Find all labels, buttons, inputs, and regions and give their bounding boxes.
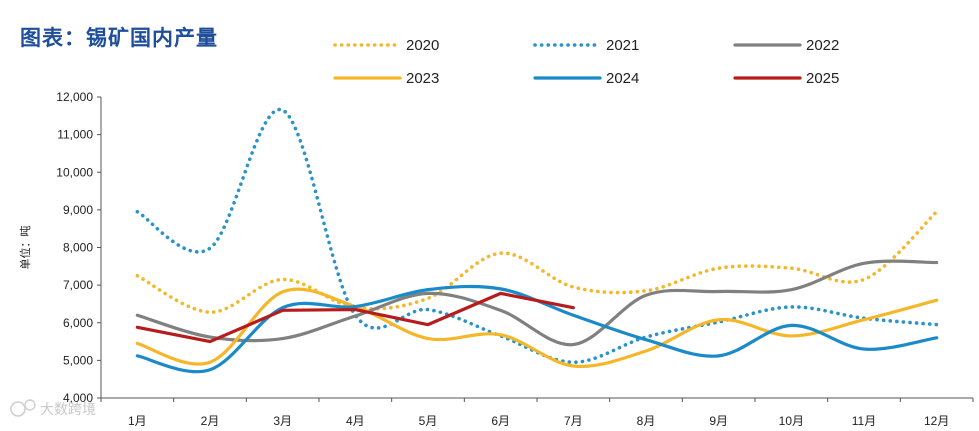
x-tick-label: 11月 xyxy=(852,414,876,428)
x-tick-label: 9月 xyxy=(709,414,728,428)
legend-label-2020: 2020 xyxy=(406,37,439,54)
y-tick-label: 11,000 xyxy=(57,128,93,142)
y-tick-label: 6,000 xyxy=(63,316,93,330)
y-tick-label: 12,000 xyxy=(56,90,93,104)
x-tick-label: 3月 xyxy=(273,414,292,428)
watermark-logo-icon xyxy=(10,401,26,417)
series-line-2022 xyxy=(135,259,939,347)
x-tick-label: 5月 xyxy=(419,414,438,428)
x-tick-label: 8月 xyxy=(637,414,656,428)
legend-label-2021: 2021 xyxy=(606,37,639,54)
legend-label-2022: 2022 xyxy=(806,37,839,54)
legend-label-2025: 2025 xyxy=(806,70,839,87)
chart-title: 图表：锡矿国内产量 xyxy=(20,26,218,50)
y-axis-label: 单位：吨 xyxy=(18,226,32,270)
y-tick-label: 9,000 xyxy=(63,203,93,217)
x-tick-label: 7月 xyxy=(564,414,583,428)
y-tick-label: 10,000 xyxy=(56,165,93,179)
y-tick-label: 4,000 xyxy=(63,391,93,405)
x-tick-label: 4月 xyxy=(346,414,365,428)
watermark-text: 大数跨境 xyxy=(40,402,96,418)
series-line-2020 xyxy=(135,209,939,315)
y-tick-label: 5,000 xyxy=(63,353,93,367)
x-tick-label: 1月 xyxy=(128,414,147,428)
x-tick-label: 2月 xyxy=(201,414,220,428)
y-tick-label: 8,000 xyxy=(63,241,93,255)
series-line-2021 xyxy=(135,108,939,365)
legend-label-2024: 2024 xyxy=(606,70,639,87)
series-line-2025 xyxy=(135,291,575,344)
y-tick-label: 7,000 xyxy=(63,278,93,292)
legend-label-2023: 2023 xyxy=(406,70,439,87)
x-tick-label: 12月 xyxy=(924,414,949,428)
series-line-2023 xyxy=(135,287,939,369)
x-tick-label: 6月 xyxy=(491,414,510,428)
x-tick-label: 10月 xyxy=(779,414,804,428)
watermark-logo-icon xyxy=(24,399,36,411)
